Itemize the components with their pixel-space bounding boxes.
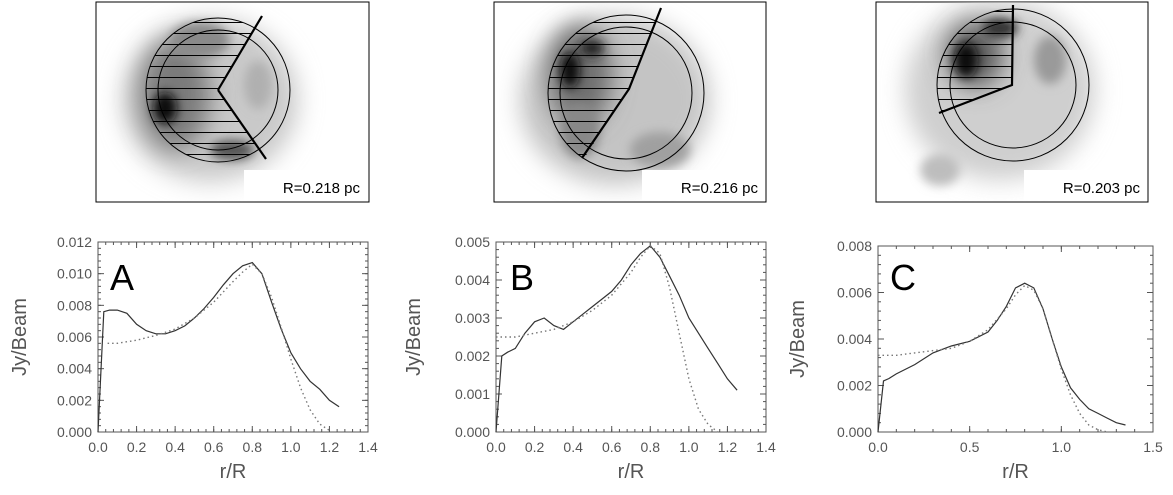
y-tick-label: 0.008 xyxy=(57,297,92,313)
x-tick-label: 0.4 xyxy=(563,439,583,455)
image-panel-a: R=0.218 pc xyxy=(95,1,370,203)
y-tick-label: 0.001 xyxy=(455,386,490,402)
x-tick-label: 0.5 xyxy=(960,439,980,455)
x-axis-label: r/R xyxy=(618,461,645,483)
x-tick-label: 0.0 xyxy=(486,439,506,455)
x-tick-label: 1.0 xyxy=(281,439,301,455)
x-tick-label: 0.0 xyxy=(868,439,888,455)
x-tick-label: 1.0 xyxy=(1052,439,1072,455)
panel-letter: B xyxy=(510,257,534,298)
plot-frame xyxy=(877,245,1154,433)
observed-profile-line xyxy=(97,261,340,433)
x-tick-label: 1.2 xyxy=(320,439,340,455)
nebula-image-b xyxy=(520,7,710,185)
x-tick-label: 1.4 xyxy=(358,439,378,455)
x-tick-label: 1.2 xyxy=(718,439,738,455)
y-tick-label: 0.006 xyxy=(837,285,872,301)
image-panel-c: R=0.203 pc xyxy=(875,1,1149,203)
y-tick-label: 0.012 xyxy=(57,234,92,250)
y-tick-label: 0.004 xyxy=(57,361,92,377)
y-axis-label: Jy/Beam xyxy=(787,300,809,378)
y-tick-label: 0.004 xyxy=(455,272,490,288)
panel-letter: A xyxy=(110,257,134,298)
y-tick-label: 0.000 xyxy=(57,424,92,440)
plot-frame xyxy=(495,241,767,433)
nebula-image-c xyxy=(905,2,1095,186)
x-tick-label: 0.6 xyxy=(204,439,224,455)
observed-profile-line xyxy=(495,244,738,433)
x-tick-label: 1.5 xyxy=(1143,439,1163,455)
x-tick-label: 0.0 xyxy=(88,439,108,455)
model-fit-line xyxy=(107,263,330,431)
profile-plot-c: 0.0 0.5 1.0 1.5 0.000 0.002 0.004 0.006 0.008 r/R… xyxy=(787,238,1163,483)
radius-label-c: R=0.203 pc xyxy=(1063,180,1141,197)
y-axis-label: Jy/Beam xyxy=(9,298,31,376)
image-panel-b: R=0.216 pc xyxy=(493,1,767,203)
panel-letter: C xyxy=(890,257,916,298)
radius-label-b: R=0.216 pc xyxy=(681,180,759,197)
x-tick-label: 0.2 xyxy=(525,439,545,455)
y-tick-label: 0.006 xyxy=(57,329,92,345)
profile-plot-a: 0.0 0.2 0.4 0.6 0.8 1.0 1.2 1.4 0.000 0.002 0.004 0… xyxy=(9,234,378,483)
y-tick-label: 0.010 xyxy=(57,266,92,282)
observed-profile-line xyxy=(877,282,1126,433)
x-axis-label: r/R xyxy=(220,461,247,483)
y-axis-label: Jy/Beam xyxy=(403,298,425,376)
nebula-image-a xyxy=(122,15,298,182)
x-tick-label: 0.8 xyxy=(243,439,263,455)
x-tick-label: 0.8 xyxy=(641,439,661,455)
y-tick-label: 0.004 xyxy=(837,331,872,347)
y-tick-label: 0.002 xyxy=(57,392,92,408)
model-fit-line xyxy=(878,284,1108,433)
y-tick-label: 0.000 xyxy=(837,424,872,440)
x-axis-label: r/R xyxy=(1002,461,1029,483)
y-tick-label: 0.003 xyxy=(455,310,490,326)
radius-label-a: R=0.218 pc xyxy=(283,180,361,197)
plot-frame xyxy=(97,241,369,433)
x-tick-label: 0.2 xyxy=(127,439,147,455)
profile-plot-b: 0.0 0.2 0.4 0.6 0.8 1.0 1.2 1.4 0.000 0.001 0.002 0… xyxy=(403,234,776,483)
y-tick-label: 0.000 xyxy=(455,424,490,440)
x-tick-label: 0.6 xyxy=(602,439,622,455)
y-tick-label: 0.002 xyxy=(837,378,872,394)
y-tick-label: 0.005 xyxy=(455,234,490,250)
x-tick-label: 1.4 xyxy=(756,439,776,455)
x-tick-label: 0.4 xyxy=(165,439,185,455)
y-tick-label: 0.002 xyxy=(455,348,490,364)
y-tick-label: 0.008 xyxy=(837,238,872,254)
x-tick-label: 1.0 xyxy=(679,439,699,455)
